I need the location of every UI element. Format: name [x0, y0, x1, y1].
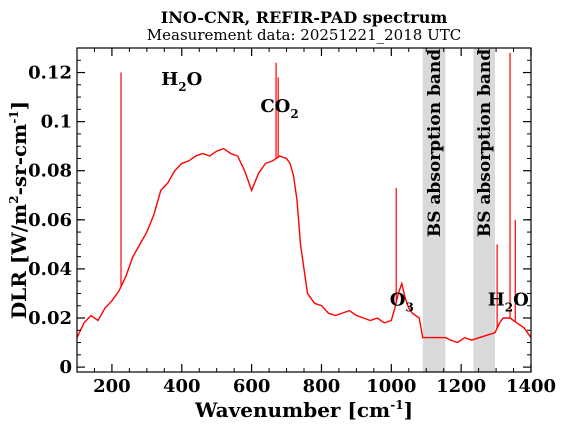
- molecule-label-sub: 2: [290, 107, 298, 121]
- x-tick-label: 1200: [436, 376, 486, 397]
- x-tick-label: 800: [303, 376, 341, 397]
- absorption-band-label-1: BS absorption band: [425, 49, 445, 237]
- x-axis-label: Wavenumber [cm-1]: [194, 398, 413, 422]
- chart-subtitle: Measurement data: 20251221_2018 UTC: [147, 26, 461, 44]
- y-tick-label: 0.04: [28, 259, 72, 280]
- y-tick-label: 0.02: [28, 308, 72, 329]
- molecule-label-2: CO2: [260, 96, 298, 121]
- molecule-label-sub: 2: [178, 80, 186, 94]
- molecule-label-tail: O: [513, 290, 529, 311]
- molecule-label-sub: 2: [505, 301, 513, 315]
- y-axis-label-mid: -sr-cm: [7, 124, 31, 196]
- y-axis-label: DLR [W/m2-sr-cm-1]: [7, 101, 31, 319]
- x-tick-label: 200: [93, 376, 131, 397]
- spectrum-lines: [77, 52, 531, 344]
- plot-frame: [76, 47, 532, 373]
- axis-ticks: [77, 48, 532, 372]
- x-tick-label: 400: [163, 376, 201, 397]
- x-axis-label-close: ]: [404, 398, 413, 422]
- molecule-label-base: H: [488, 290, 505, 311]
- y-tick-label: 0.12: [28, 63, 72, 84]
- tick-labels: 200 400 600 800 1000 1200 1400 0 0.02 0.04 0.06 0.0…: [28, 63, 556, 397]
- y-tick-label: 0.08: [28, 161, 72, 182]
- molecule-label-3: O3: [390, 290, 414, 315]
- molecule-label-sub: 3: [405, 301, 413, 315]
- absorption-band-2: [473, 48, 496, 372]
- x-axis-label-sup: -1: [390, 398, 403, 412]
- molecule-label-1: H2O: [161, 69, 202, 94]
- molecule-label-base: CO: [260, 96, 290, 117]
- y-tick-label: 0.06: [28, 210, 72, 231]
- x-tick-label: 600: [233, 376, 271, 397]
- molecule-label-base: H: [161, 69, 178, 90]
- spectrum-series-line: [77, 147, 531, 344]
- y-axis-label-main: DLR [W/m: [7, 204, 31, 319]
- chart-title: INO-CNR, REFIR-PAD spectrum: [161, 8, 448, 27]
- molecule-label-4: H2O: [488, 290, 529, 315]
- y-axis-label-sup2: -1: [7, 110, 21, 123]
- x-axis-label-main: Wavenumber [cm: [194, 398, 390, 422]
- molecule-label-base: O: [390, 290, 406, 311]
- absorption-band-label-2: BS absorption band: [475, 49, 495, 237]
- x-tick-label: 1000: [366, 376, 416, 397]
- y-axis-label-close: ]: [7, 101, 31, 110]
- y-axis-label-sup1: 2: [7, 195, 21, 203]
- y-tick-label: 0: [59, 357, 72, 378]
- y-tick-label: 0.1: [41, 112, 72, 133]
- shaded-bands: BS absorption band BS absorption band: [422, 48, 496, 372]
- absorption-band-1: [422, 48, 446, 372]
- x-tick-label: 1400: [506, 376, 556, 397]
- molecule-label-tail: O: [187, 69, 203, 90]
